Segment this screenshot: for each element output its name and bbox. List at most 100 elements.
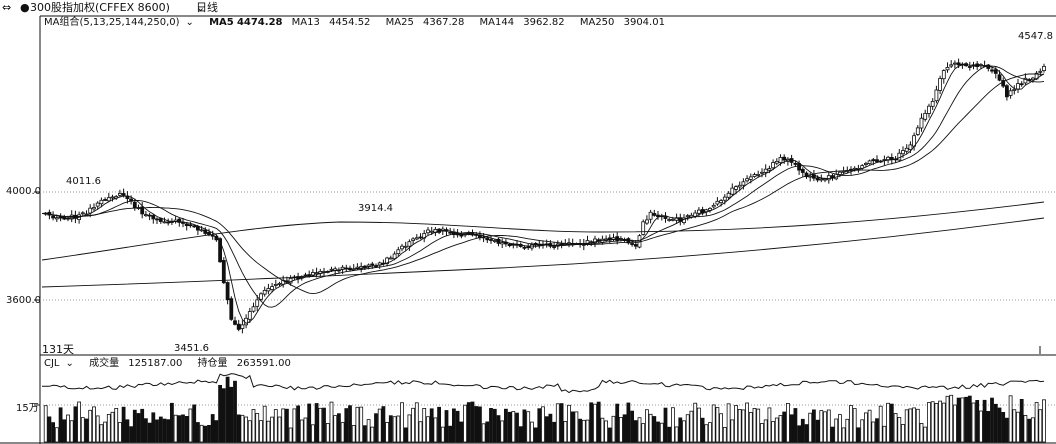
volume-readout: 成交量 125187.00 <box>89 358 188 369</box>
volume-bar <box>448 425 453 443</box>
candle-body <box>103 199 107 201</box>
ma-indicator-selector[interactable]: MA组合(5,13,25,144,250,0) ⌄ <box>44 17 200 28</box>
price-tick-3600: 3600.0 <box>6 295 41 306</box>
volume-bar <box>882 425 887 443</box>
volume-bar <box>982 399 987 443</box>
candle-body <box>760 171 764 174</box>
candle-body <box>953 62 957 65</box>
candle-body <box>273 283 278 286</box>
candle-body <box>95 202 100 207</box>
volume-bar <box>719 413 723 443</box>
volume-bar <box>667 426 672 443</box>
volume-bar <box>359 406 364 443</box>
candle-body <box>143 214 148 217</box>
volume-bar <box>414 402 419 443</box>
candle-body <box>233 320 237 325</box>
candle-body <box>930 101 935 107</box>
volume-bar <box>615 403 620 443</box>
candle-body <box>607 237 612 241</box>
candle-body <box>938 78 942 91</box>
candle-body <box>904 147 909 152</box>
volume-bar <box>912 407 916 443</box>
candle-body <box>667 219 672 222</box>
volume-bar <box>530 421 534 443</box>
volume-bar <box>663 407 668 443</box>
candle-body <box>852 167 857 170</box>
symbol-title[interactable]: 300股指加权(CFFEX 8600) <box>30 1 170 14</box>
volume-bar <box>908 408 913 443</box>
candle-body <box>633 244 638 247</box>
volume-bar <box>689 410 694 443</box>
ma25-value: 4367.28 <box>423 17 465 28</box>
candle-body <box>255 299 260 307</box>
volume-bar <box>403 427 408 443</box>
volume-bar <box>329 401 334 443</box>
candle-body <box>1001 80 1006 87</box>
volume-bar <box>485 421 490 443</box>
volume-bar <box>808 412 813 443</box>
candle-body <box>489 239 493 241</box>
candle-body <box>1005 85 1009 98</box>
candle-body <box>118 193 122 196</box>
candle-body <box>956 62 961 66</box>
volume-bar <box>878 405 883 443</box>
volume-bar <box>767 407 772 443</box>
volume-bar <box>147 422 152 443</box>
candle-body <box>1038 70 1043 73</box>
volume-bar <box>871 421 876 443</box>
candle-body <box>195 226 200 231</box>
volume-bar <box>62 419 67 443</box>
candle-body <box>748 176 753 180</box>
volume-bars <box>43 376 1046 443</box>
volume-bar <box>841 427 846 443</box>
candle-body <box>448 231 453 234</box>
volume-bar <box>136 413 141 443</box>
volume-bar <box>585 419 590 443</box>
volume-bar <box>953 404 957 443</box>
volume-bar <box>496 415 501 443</box>
volume-bar <box>247 420 252 443</box>
volume-bar <box>333 415 338 443</box>
candle-body <box>151 215 156 220</box>
volume-bar <box>374 413 378 443</box>
volume-bar <box>819 410 824 443</box>
volume-bar <box>533 427 538 443</box>
volume-bar <box>860 419 865 443</box>
volume-bar <box>875 418 879 443</box>
candle-body <box>730 187 735 195</box>
volume-bar <box>708 422 712 443</box>
days-count: 131天 <box>42 343 74 356</box>
link-arrows-icon[interactable]: ⇔ <box>2 1 12 14</box>
candle-body <box>429 230 434 233</box>
candle-body <box>711 204 716 208</box>
volume-bar <box>915 408 920 443</box>
volume-bar <box>589 402 594 443</box>
volume-bar <box>648 413 653 443</box>
ma-legend: MA组合(5,13,25,144,250,0) ⌄ MA5 4474.28 MA1… <box>44 16 677 30</box>
candle-body <box>934 89 939 102</box>
volume-bar <box>941 402 946 443</box>
volume-bar <box>240 414 245 443</box>
volume-indicator-selector[interactable]: CJL ⌄ <box>44 358 80 369</box>
volume-bar <box>236 414 241 443</box>
volume-bar <box>930 401 935 443</box>
candle-body <box>719 200 723 204</box>
volume-bar <box>218 384 223 443</box>
volume-bar <box>600 417 605 443</box>
volume-bar <box>166 419 171 443</box>
candle-body <box>697 209 701 214</box>
volume-bar <box>593 403 597 443</box>
candle-body <box>993 69 998 74</box>
volume-bar <box>786 402 790 443</box>
volume-bar <box>867 409 872 443</box>
candle-body <box>411 238 416 241</box>
volume-bar <box>284 408 289 443</box>
volume-bar <box>106 413 111 443</box>
moving-average-lines <box>41 64 1045 324</box>
ma250-value: 3904.01 <box>623 17 665 28</box>
candle-body <box>767 168 772 171</box>
volume-bar <box>693 402 698 443</box>
ma144-legend: MA144 3962.82 <box>480 17 571 28</box>
volume-bar <box>964 396 968 443</box>
